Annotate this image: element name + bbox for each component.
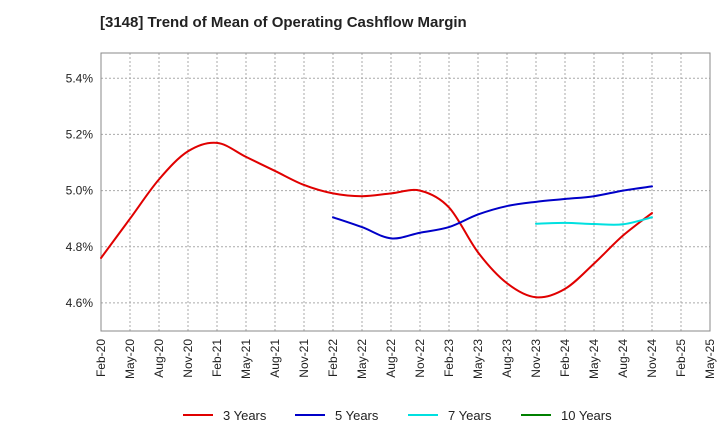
chart-title: [3148] Trend of Mean of Operating Cashfl… [100, 14, 467, 31]
series-lines [100, 141, 653, 299]
y-tick-label: 5.2% [66, 127, 94, 141]
y-tick-label: 4.8% [66, 240, 94, 254]
legend-label: 3 Years [223, 408, 267, 423]
x-tick-label: Aug-24 [616, 339, 630, 378]
x-tick-label: May-23 [471, 339, 485, 379]
legend-label: 10 Years [561, 408, 612, 423]
x-tick-label: Aug-23 [500, 339, 514, 378]
series-line-7-years [535, 216, 653, 226]
x-tick-label: Feb-22 [326, 339, 340, 377]
x-tick-label: Feb-24 [558, 339, 572, 377]
x-tick-label: Feb-23 [442, 339, 456, 377]
y-axis: 4.6% 4.8% 5.0% 5.2% 5.4% [66, 71, 94, 310]
legend: 3 Years 5 Years 7 Years 10 Years [183, 408, 612, 423]
x-tick-label: May-24 [587, 339, 601, 379]
x-tick-label: Nov-22 [413, 339, 427, 378]
x-tick-label: May-25 [703, 339, 717, 379]
x-tick-label: May-21 [239, 339, 253, 379]
y-tick-label: 4.6% [66, 296, 94, 310]
x-tick-label: Feb-21 [210, 339, 224, 377]
series-line-5-years [332, 185, 653, 240]
plot-area [101, 53, 710, 331]
series-line-3-years [100, 141, 653, 299]
x-tick-label: Feb-20 [94, 339, 108, 377]
legend-label: 5 Years [335, 408, 379, 423]
x-tick-label: Nov-21 [297, 339, 311, 378]
x-tick-label: May-22 [355, 339, 369, 379]
x-tick-label: Nov-20 [181, 339, 195, 378]
legend-label: 7 Years [448, 408, 492, 423]
x-tick-label: Aug-21 [268, 339, 282, 378]
y-tick-label: 5.4% [66, 71, 94, 85]
x-tick-label: Nov-24 [645, 339, 659, 378]
plot-border [100, 52, 711, 332]
x-tick-label: Nov-23 [529, 339, 543, 378]
x-tick-label: May-20 [123, 339, 137, 379]
y-tick-label: 5.0% [66, 184, 94, 198]
x-tick-label: Feb-25 [674, 339, 688, 377]
x-tick-label: Aug-22 [384, 339, 398, 378]
x-axis: Feb-20 May-20 Aug-20 Nov-20 Feb-21 May-21 Aug-… [94, 339, 717, 379]
x-tick-label: Aug-20 [152, 339, 166, 378]
